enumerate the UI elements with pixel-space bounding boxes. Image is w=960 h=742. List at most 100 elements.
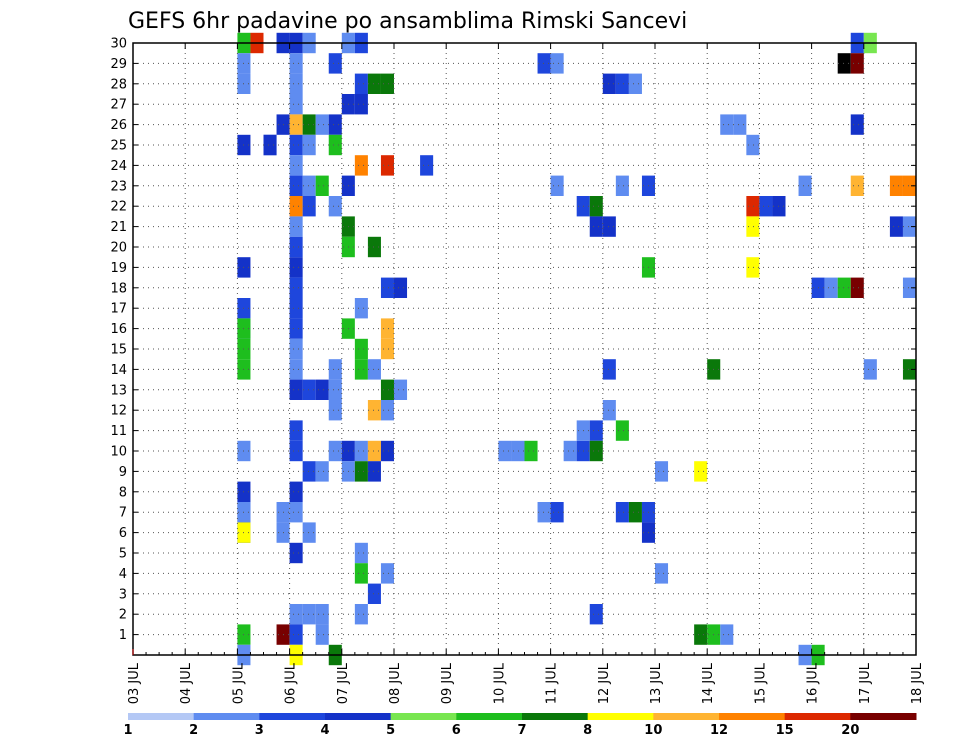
precip-cell: [798, 175, 812, 196]
precip-cell: [746, 216, 760, 237]
y-tick-label: 17: [110, 302, 127, 317]
colorbar-label: 1: [123, 723, 132, 738]
precip-cell: [367, 236, 381, 258]
precip-cell: [328, 196, 342, 217]
y-tick-label: 19: [110, 261, 127, 276]
precip-cell: [498, 440, 512, 462]
precip-cell: [289, 134, 303, 156]
precip-cell: [602, 359, 616, 380]
precip-cell: [537, 502, 551, 523]
precip-cell: [589, 440, 603, 462]
precip-cell: [746, 257, 760, 278]
precip-cell: [655, 461, 669, 482]
colorbar-label: 10: [644, 723, 662, 738]
precip-cell: [302, 461, 316, 482]
precip-cell: [746, 134, 760, 156]
precip-cell: [289, 298, 303, 319]
precip-cell: [289, 604, 303, 625]
precip-cell: [289, 53, 303, 74]
x-tick-label: 05 JUL: [231, 662, 246, 704]
precip-cell: [380, 155, 394, 176]
precip-cell: [302, 379, 316, 400]
y-tick-label: 27: [110, 98, 127, 113]
precip-cell: [315, 114, 329, 135]
precip-cell: [850, 277, 864, 298]
precip-cell: [720, 114, 734, 135]
y-tick-label: 6: [119, 526, 127, 541]
precip-cell: [615, 502, 629, 523]
precip-cell: [328, 379, 342, 400]
precip-cell: [354, 604, 368, 625]
precip-cell: [694, 624, 708, 645]
precip-cell: [850, 175, 864, 196]
precip-cell: [367, 583, 381, 604]
precip-cell: [589, 604, 603, 625]
precip-cell: [289, 196, 303, 217]
colorbar-swatch: [259, 713, 326, 720]
precip-cell: [328, 400, 342, 421]
y-tick-label: 22: [110, 200, 127, 215]
x-tick-label: 14 JUL: [701, 662, 716, 704]
precip-cell: [824, 277, 838, 298]
precip-cell: [354, 298, 368, 319]
precip-cell: [837, 277, 851, 298]
precip-cell: [367, 440, 381, 462]
precip-cell: [380, 440, 394, 462]
precip-cell: [302, 114, 316, 135]
precip-cell: [354, 73, 368, 94]
y-tick-label: 18: [110, 281, 127, 296]
precip-cell: [759, 196, 773, 217]
precip-cell: [367, 73, 381, 94]
precip-cell: [315, 175, 329, 196]
precip-cell: [328, 440, 342, 462]
precip-cell: [289, 257, 303, 278]
precip-cell: [315, 461, 329, 482]
precip-cell: [289, 318, 303, 339]
precip-cell: [511, 440, 525, 462]
precip-cell: [615, 420, 629, 441]
precip-cell: [354, 563, 368, 584]
precip-cell: [550, 53, 564, 74]
precip-cell: [367, 359, 381, 380]
precip-cell: [902, 277, 916, 298]
y-tick-label: 14: [110, 363, 127, 378]
precip-cell: [289, 502, 303, 523]
precip-cell: [394, 277, 408, 298]
colorbar-swatch: [456, 713, 523, 720]
precip-cell: [289, 359, 303, 380]
x-tick-label: 16 JUL: [806, 662, 821, 704]
precip-cell: [902, 359, 916, 380]
precip-cell: [354, 542, 368, 564]
precip-cell: [354, 338, 368, 360]
y-axis: 1234567891011121314151617181920212223242…: [110, 37, 916, 643]
precip-cell: [628, 73, 642, 94]
y-tick-label: 21: [110, 220, 127, 235]
colorbar-swatch: [128, 713, 195, 720]
precip-cell: [655, 563, 669, 584]
colorbar-label: 15: [776, 723, 794, 738]
precip-cell: [315, 379, 329, 400]
x-tick-label: 07 JUL: [336, 662, 351, 704]
y-tick-label: 8: [119, 485, 127, 500]
colorbar-swatch: [390, 713, 457, 720]
x-tick-label: 10 JUL: [492, 662, 507, 704]
precip-cell: [354, 359, 368, 380]
x-tick-label: 08 JUL: [388, 662, 403, 704]
y-tick-label: 4: [119, 567, 127, 582]
precip-cell: [615, 73, 629, 94]
precip-cell: [746, 196, 760, 217]
colorbar-swatch: [522, 713, 589, 720]
precip-cell: [850, 53, 864, 74]
colorbar-swatch: [193, 713, 260, 720]
precip-cell: [289, 73, 303, 94]
precip-cell: [902, 216, 916, 237]
precip-cell: [354, 94, 368, 115]
precip-cell: [889, 216, 903, 237]
colorbar-swatch: [653, 713, 720, 720]
colorbar-swatch: [587, 713, 654, 720]
y-tick-label: 9: [119, 465, 127, 480]
precip-cell: [563, 440, 577, 462]
precip-cell: [289, 542, 303, 564]
colorbar-label: 12: [710, 723, 728, 738]
y-tick-label: 16: [110, 322, 127, 337]
